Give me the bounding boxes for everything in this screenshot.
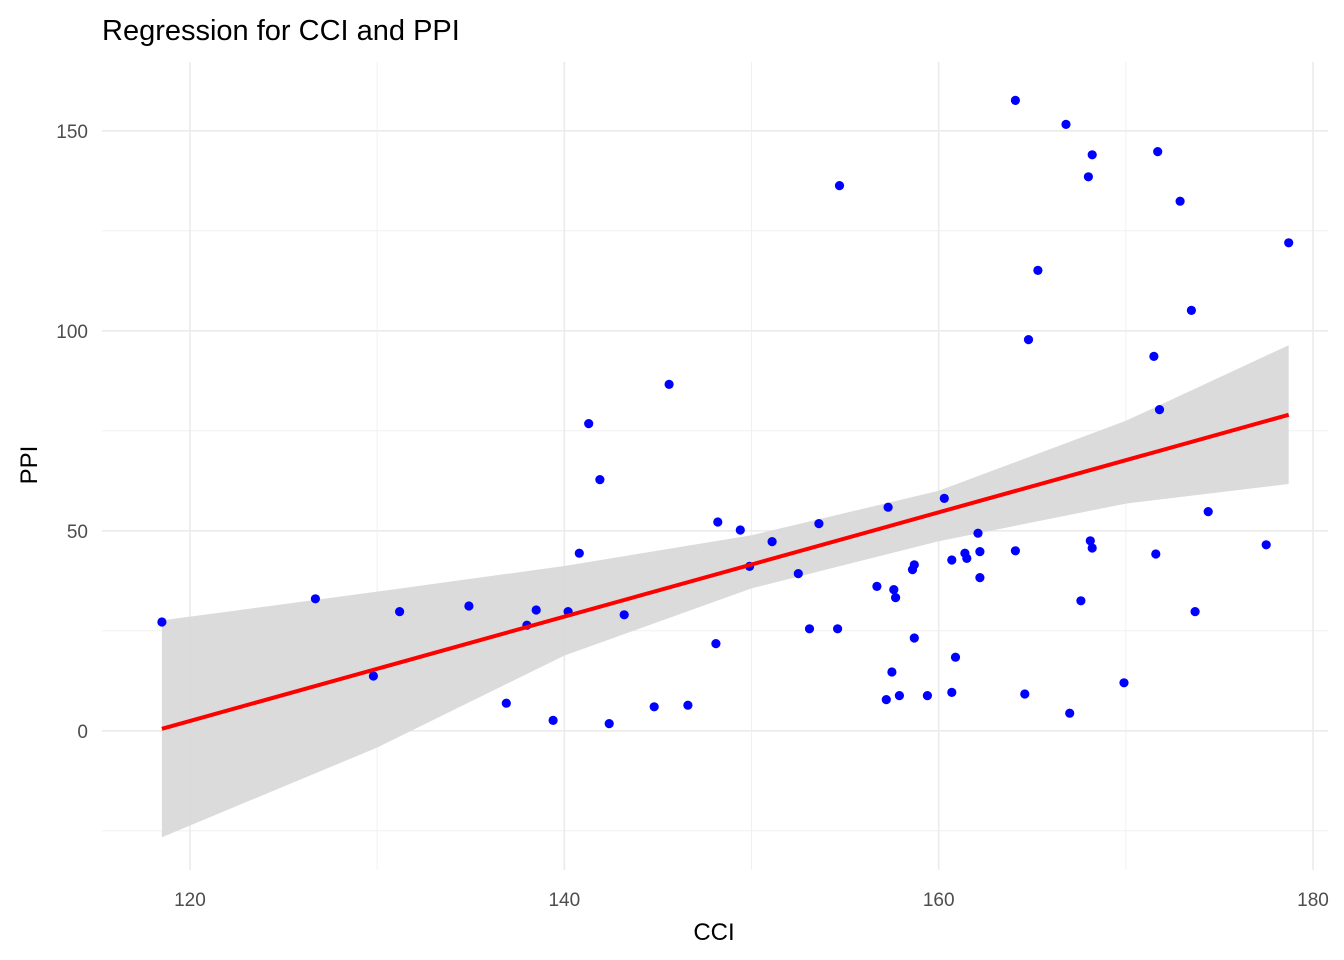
data-point	[711, 639, 721, 649]
fit-line-layer	[161, 412, 1290, 731]
y-axis-ticks: 0 50 100 150	[56, 122, 88, 743]
data-point	[1020, 689, 1030, 699]
data-point	[1190, 607, 1200, 617]
y-tick-label: 0	[77, 722, 88, 743]
data-point	[793, 569, 803, 579]
data-point	[1203, 507, 1213, 517]
data-point	[1010, 95, 1021, 105]
data-point	[735, 525, 745, 535]
data-point	[947, 687, 957, 698]
data-point	[950, 652, 961, 662]
data-point	[1076, 596, 1086, 606]
chart-title: Regression for CCI and PPI	[102, 15, 460, 47]
data-point	[962, 553, 972, 564]
data-point	[649, 702, 659, 712]
points-layer	[157, 95, 1294, 729]
data-point	[157, 617, 167, 627]
regression-line	[161, 412, 1290, 731]
data-point	[939, 493, 949, 503]
data-point	[1186, 305, 1196, 315]
data-point	[595, 475, 605, 485]
data-point	[887, 667, 897, 677]
data-point	[501, 698, 511, 708]
data-point	[767, 537, 777, 547]
y-axis-title: PPI	[16, 446, 43, 485]
data-point	[1033, 265, 1043, 275]
data-point	[1149, 351, 1159, 361]
y-tick-label: 150	[56, 122, 88, 143]
y-tick-label: 50	[67, 522, 88, 543]
data-point	[664, 379, 674, 389]
data-point	[1010, 546, 1021, 556]
y-tick-label: 100	[56, 322, 88, 343]
data-point	[833, 624, 843, 634]
x-tick-label: 140	[548, 890, 580, 911]
data-point	[975, 547, 985, 557]
data-point	[1065, 708, 1075, 718]
data-point	[1083, 172, 1093, 182]
data-point	[310, 594, 320, 604]
data-point	[891, 593, 901, 603]
data-point	[1085, 536, 1095, 546]
data-point	[395, 607, 405, 617]
data-point	[973, 528, 983, 538]
data-point	[872, 581, 882, 592]
data-point	[531, 605, 541, 615]
data-point	[909, 633, 919, 643]
data-point	[584, 419, 594, 429]
data-point	[1284, 238, 1294, 248]
x-tick-label: 120	[174, 890, 206, 911]
data-point	[713, 517, 723, 527]
data-point	[975, 573, 985, 583]
data-point	[1087, 150, 1097, 160]
data-point	[909, 560, 919, 570]
data-point	[574, 548, 584, 558]
confidence-band-layer	[161, 345, 1289, 838]
data-point	[1154, 405, 1165, 415]
data-point	[1087, 543, 1097, 553]
data-point	[548, 715, 558, 726]
data-point	[1061, 119, 1071, 129]
data-point	[1175, 196, 1185, 206]
data-point	[1153, 147, 1163, 157]
data-point	[1023, 335, 1034, 345]
data-point	[834, 181, 845, 191]
x-axis-title: CCI	[693, 919, 734, 946]
data-point	[947, 555, 957, 565]
data-point	[804, 624, 815, 634]
data-point	[1261, 540, 1271, 550]
x-axis-ticks: 120 140 160 180	[174, 890, 1329, 911]
data-point	[922, 691, 933, 701]
data-point	[604, 719, 614, 729]
data-point	[683, 700, 693, 710]
data-point	[894, 691, 905, 701]
x-tick-label: 180	[1297, 890, 1329, 911]
data-point	[814, 519, 824, 529]
x-tick-label: 160	[923, 890, 955, 911]
data-point	[889, 585, 899, 595]
data-point	[883, 502, 893, 512]
data-point	[464, 601, 474, 611]
confidence-band	[161, 345, 1289, 838]
data-point	[368, 671, 378, 681]
data-point	[1151, 549, 1161, 559]
data-point	[1119, 678, 1129, 688]
data-point	[881, 695, 891, 705]
data-point	[619, 610, 629, 620]
